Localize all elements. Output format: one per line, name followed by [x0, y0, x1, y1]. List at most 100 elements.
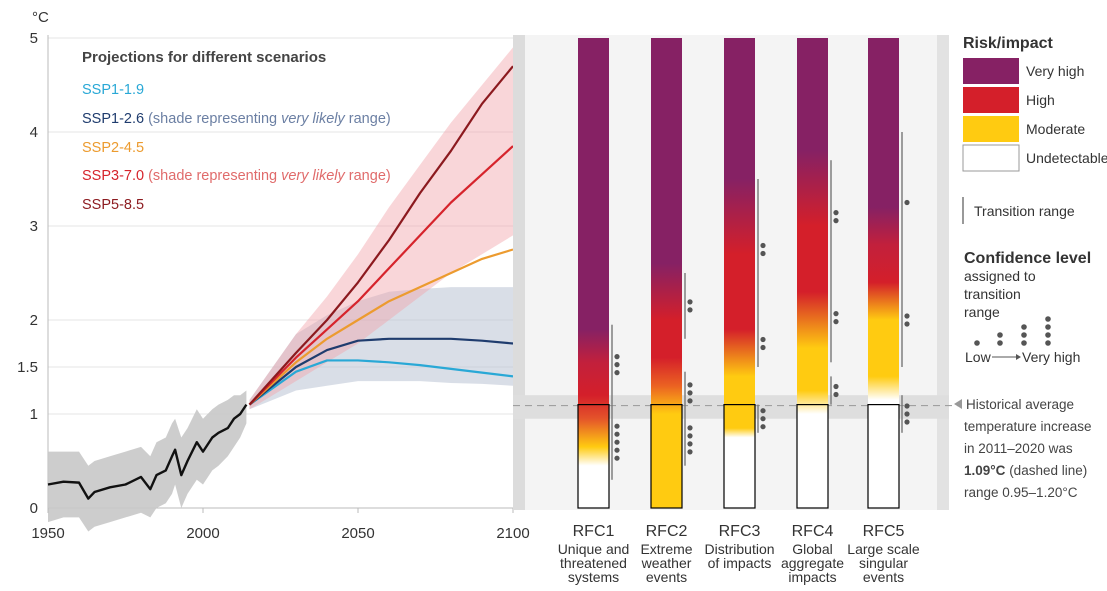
confidence-high-label: Very high — [1022, 349, 1080, 365]
series-line-ssp3-7.0 — [248, 145, 514, 406]
y-tick-label: 1 — [30, 406, 38, 423]
confidence-dot — [760, 424, 766, 430]
y-tick-label: 2 — [30, 312, 38, 329]
observed-line — [47, 403, 248, 500]
confidence-dot — [687, 307, 693, 313]
confidence-dot — [760, 344, 766, 351]
confidence-dot — [833, 311, 839, 317]
legend-swatch-high — [963, 87, 1019, 113]
x-ticks: 1950 2000 2050 2100 — [31, 508, 530, 542]
rfc-desc-label: Unique and — [558, 541, 630, 557]
series-line-ssp1-1.9 — [248, 359, 514, 406]
conf-dot — [974, 340, 980, 346]
conf-dot — [1021, 332, 1027, 338]
rfc-bar-rfc5 — [868, 38, 899, 508]
legend-swatch-undetectable — [962, 144, 1020, 172]
conf-dot — [1045, 324, 1051, 330]
rfc-desc-label: Extreme — [640, 541, 692, 557]
hist-note-dashed: (dashed line) — [1005, 463, 1087, 478]
rfc-bar-outline — [796, 404, 829, 509]
confidence-dot — [904, 411, 910, 417]
confidence-dot — [614, 439, 620, 445]
projection-chart: °C 0 1 1.5 2 3 4 5 1950 2000 2050 2100 Projection… — [17, 9, 530, 542]
y-tick-label: 0 — [30, 500, 38, 517]
y-tick-label: 5 — [30, 30, 38, 47]
confidence-dot — [760, 336, 766, 343]
confidence-dot — [687, 398, 693, 404]
rfc-bar-outline — [723, 404, 756, 509]
confidence-dot — [833, 319, 839, 325]
x-tick-label: 1950 — [31, 525, 64, 542]
confidence-dot — [687, 390, 693, 396]
legend-swatch-very-high — [963, 58, 1019, 84]
y-ticks: 0 1 1.5 2 3 4 5 — [17, 30, 38, 517]
risk-panel-shadow-left — [513, 35, 525, 510]
legend-ssp3-70: SSP3-7.0 (shade representing very likely… — [82, 168, 391, 184]
rfc-desc-label: events — [863, 569, 904, 585]
confidence-dot — [687, 449, 693, 455]
series-lines — [47, 65, 514, 500]
rfc-desc-label: Large scale — [847, 541, 920, 557]
rfc-desc-label: Distribution — [704, 541, 774, 557]
rfc-bar-rfc1 — [578, 38, 609, 508]
hist-note-2: temperature increase — [964, 419, 1092, 434]
series-line-ssp2-4.5 — [248, 248, 514, 406]
conf-dot — [1021, 340, 1027, 346]
conf-dot — [1045, 340, 1051, 346]
rfc-name-label: RFC3 — [719, 523, 761, 540]
confidence-dot — [614, 431, 620, 437]
rfc-bar-outline — [577, 404, 610, 509]
legend-ssp3-70-em: very likely — [281, 168, 345, 184]
ssp3-70-range-band — [249, 47, 513, 410]
hist-note-value: 1.09°C — [964, 463, 1006, 478]
confidence-dot — [614, 362, 620, 368]
legend-ssp3-70-note: (shade representing — [144, 168, 281, 184]
risk-legend: Risk/impact Very high High Moderate Unde… — [954, 35, 1107, 500]
y-axis-label: °C — [32, 9, 49, 26]
legend-swatch-moderate — [963, 116, 1019, 142]
rfc-bar-rfc2 — [651, 38, 682, 508]
confidence-dot — [614, 370, 620, 376]
confidence-dot — [760, 250, 766, 257]
confidence-dot — [687, 299, 693, 305]
conf-dot — [1021, 324, 1027, 330]
conf-dot — [1045, 332, 1051, 338]
rfc-bar-rfc4 — [797, 38, 828, 508]
ssp1-26-range-band — [249, 287, 513, 410]
confidence-low-label: Low — [965, 349, 992, 365]
legend-label-undetectable: Undetectable — [1026, 150, 1107, 166]
confidence-dot — [760, 242, 766, 249]
confidence-dots — [974, 316, 1051, 346]
x-tick-label: 2050 — [341, 525, 374, 542]
conf-dot — [997, 340, 1003, 346]
confidence-dot — [833, 218, 839, 224]
confidence-subtitle-2: transition — [964, 286, 1021, 302]
rfc-desc-label: weather — [641, 555, 692, 571]
rfc-desc-label: singular — [859, 555, 908, 571]
rfc-desc-label: aggregate — [781, 555, 844, 571]
x-tick-label: 2100 — [496, 525, 529, 542]
legend-ssp1-26-main: SSP1-2.6 — [82, 111, 144, 127]
rfc-bar-outline — [650, 404, 683, 509]
conf-dot — [1045, 316, 1051, 322]
transition-range-label: Transition range — [974, 203, 1075, 219]
rfc-desc-label: events — [646, 569, 687, 585]
x-tick-label: 2000 — [186, 525, 219, 542]
rfc-name-label: RFC1 — [573, 523, 615, 540]
rfc-name-label: RFC5 — [863, 523, 905, 540]
legend-ssp3-70-end: range) — [345, 168, 391, 184]
confidence-dot — [904, 321, 910, 327]
confidence-dot — [687, 441, 693, 447]
hist-note-1: Historical average — [966, 397, 1074, 412]
grid — [47, 35, 513, 509]
legend-ssp1-19: SSP1-1.9 — [82, 82, 144, 98]
historical-pointer-icon — [954, 399, 962, 409]
confidence-dot — [687, 433, 693, 439]
series-line-ssp1-2.6 — [248, 337, 514, 406]
rfc-name-label: RFC2 — [646, 523, 688, 540]
confidence-dot — [760, 416, 766, 422]
confidence-dot — [833, 383, 839, 390]
